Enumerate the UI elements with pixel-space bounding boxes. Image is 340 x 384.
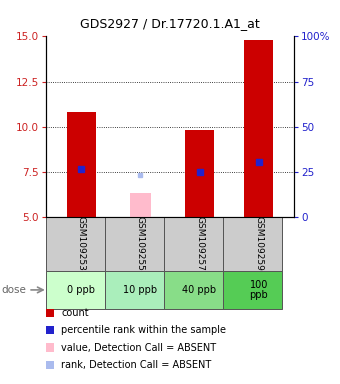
Text: count: count xyxy=(61,308,89,318)
Bar xyxy=(223,217,282,271)
Bar xyxy=(164,217,223,271)
Bar xyxy=(105,217,164,271)
Bar xyxy=(105,271,164,309)
Bar xyxy=(46,271,105,309)
Text: rank, Detection Call = ABSENT: rank, Detection Call = ABSENT xyxy=(61,360,211,370)
Bar xyxy=(185,130,214,217)
Bar xyxy=(244,40,273,217)
Text: GSM109253: GSM109253 xyxy=(77,217,86,271)
Text: value, Detection Call = ABSENT: value, Detection Call = ABSENT xyxy=(61,343,216,353)
Bar xyxy=(223,271,282,309)
Text: GSM109257: GSM109257 xyxy=(195,217,204,271)
Bar xyxy=(67,112,96,217)
Bar xyxy=(130,194,151,217)
Bar xyxy=(46,217,105,271)
Text: 100
ppb: 100 ppb xyxy=(249,280,268,300)
Text: GSM109255: GSM109255 xyxy=(136,217,145,271)
Text: GSM109259: GSM109259 xyxy=(254,217,263,271)
Text: 0 ppb: 0 ppb xyxy=(67,285,95,295)
Text: 40 ppb: 40 ppb xyxy=(183,285,217,295)
Text: percentile rank within the sample: percentile rank within the sample xyxy=(61,325,226,335)
Text: 10 ppb: 10 ppb xyxy=(123,285,157,295)
Bar xyxy=(164,271,223,309)
Text: dose: dose xyxy=(2,285,27,295)
Text: GDS2927 / Dr.17720.1.A1_at: GDS2927 / Dr.17720.1.A1_at xyxy=(80,17,260,30)
